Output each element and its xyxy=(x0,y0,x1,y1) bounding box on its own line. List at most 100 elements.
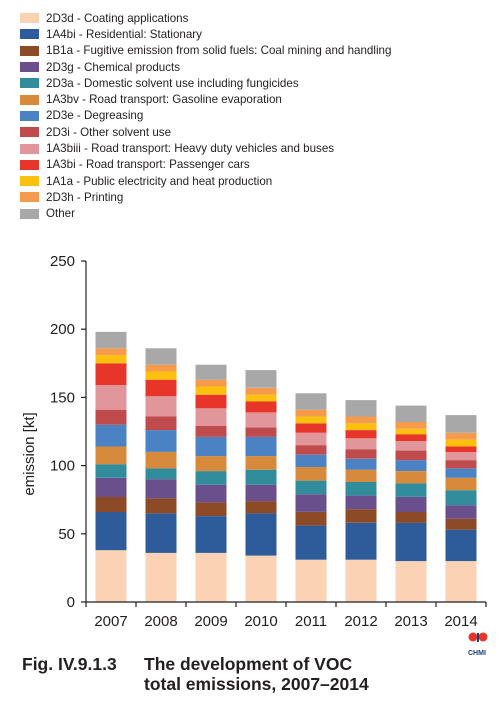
bar-segment xyxy=(145,513,177,553)
legend-label: 1A3bi - Road transport: Passenger cars xyxy=(46,158,250,172)
bar-segment xyxy=(345,416,377,424)
bar-segment xyxy=(395,471,427,484)
bar-segment xyxy=(195,408,227,426)
bar-segment xyxy=(345,469,377,482)
axes-group: 0 50 100 150 200 250 2007 2008 2009 2010 2011 2012 2… xyxy=(50,253,487,630)
bar-segment xyxy=(295,525,327,560)
x-tick-label: 2008 xyxy=(144,613,177,630)
x-tick-label: 2013 xyxy=(394,613,427,630)
bar-segment xyxy=(95,331,127,349)
bar-segment xyxy=(345,438,377,450)
legend-swatch xyxy=(20,78,39,89)
bar-segment xyxy=(445,439,477,447)
bar-segment xyxy=(145,371,177,380)
bar-segment xyxy=(445,477,477,491)
bar-segment xyxy=(245,412,277,428)
bar-segment xyxy=(145,498,177,514)
bar-segment xyxy=(245,555,277,602)
bar-segment xyxy=(195,394,227,409)
bar-segment xyxy=(445,468,477,478)
legend-item: 1A3bi - Road transport: Passenger cars xyxy=(20,157,391,173)
bar-segment xyxy=(195,437,227,457)
bar-segment xyxy=(145,552,177,602)
bar-segment xyxy=(445,452,477,461)
legend-item: 1A3biii - Road transport: Heavy duty veh… xyxy=(20,140,391,156)
bar-segment xyxy=(395,460,427,471)
bar-segment xyxy=(445,490,477,506)
logo-text: CHMI xyxy=(468,650,486,657)
bar-segment xyxy=(295,480,327,495)
bar-segment xyxy=(245,437,277,457)
legend-item: 2D3g - Chemical products xyxy=(20,59,391,75)
bar-segment xyxy=(95,348,127,356)
bar-segment xyxy=(95,464,127,478)
bars-group xyxy=(95,331,477,602)
bar-segment xyxy=(395,434,427,441)
bar-segment xyxy=(95,477,127,497)
legend-item: Other xyxy=(20,206,391,222)
bar-segment xyxy=(395,441,427,451)
legend-swatch xyxy=(20,159,39,170)
legend-label: Other xyxy=(46,207,75,221)
bar-segment xyxy=(195,552,227,602)
legend-item: 2D3e - Degreasing xyxy=(20,108,391,124)
bar-segment xyxy=(395,428,427,435)
chmi-logo xyxy=(466,630,496,660)
bar-segment xyxy=(445,561,477,602)
bar-segment xyxy=(345,400,377,417)
legend-label: 2D3g - Chemical products xyxy=(46,60,181,74)
bar-segment xyxy=(245,456,277,470)
legend-item: 2D3a - Domestic solvent use including fu… xyxy=(20,75,391,91)
legend-label: 1A4bi - Residential: Stationary xyxy=(46,27,202,41)
bar-segment xyxy=(445,529,477,562)
legend-label: 2D3i - Other solvent use xyxy=(46,125,172,139)
bar-segment xyxy=(345,430,377,439)
bar-segment xyxy=(295,423,327,433)
bar-segment xyxy=(195,364,227,380)
y-tick-label: 200 xyxy=(50,321,75,338)
bar-segment xyxy=(95,355,127,364)
caption-number: Fig. IV.9.1.3 xyxy=(22,654,117,674)
bar-segment xyxy=(145,379,177,397)
legend-swatch xyxy=(20,110,39,121)
legend-label: 2D3a - Domestic solvent use including fu… xyxy=(46,76,299,90)
bar-segment xyxy=(195,484,227,503)
chart-legend: 2D3d - Coating applications 1A4bi - Resid… xyxy=(20,10,391,222)
bar-segment xyxy=(345,482,377,496)
legend-swatch xyxy=(20,208,39,219)
legend-label: 2D3d - Coating applications xyxy=(46,11,189,25)
legend-label: 2D3h - Printing xyxy=(46,190,124,204)
bar-segment xyxy=(95,363,127,386)
bar-segment xyxy=(345,522,377,560)
y-tick-label: 250 xyxy=(50,253,75,270)
bar-segment xyxy=(245,469,277,485)
legend-label: 1A3biii - Road transport: Heavy duty veh… xyxy=(46,142,335,156)
bar-segment xyxy=(95,409,127,425)
bar-segment xyxy=(395,497,427,512)
legend-swatch xyxy=(20,45,39,56)
legend-item: 1B1a - Fugitive emission from solid fuel… xyxy=(20,43,391,59)
bar-segment xyxy=(95,446,127,465)
legend-swatch xyxy=(20,29,39,40)
x-tick-label: 2007 xyxy=(94,613,127,630)
bar-segment xyxy=(245,370,277,388)
bar-segment xyxy=(245,387,277,395)
bar-segment xyxy=(445,505,477,519)
bar-segment xyxy=(395,422,427,429)
bar-segment xyxy=(295,409,327,417)
bar-segment xyxy=(245,401,277,413)
bar-segment xyxy=(345,449,377,459)
bar-segment xyxy=(145,416,177,431)
bar-segment xyxy=(95,512,127,551)
bar-segment xyxy=(295,416,327,424)
bar-segment xyxy=(395,405,427,422)
bar-segment xyxy=(395,450,427,461)
legend-swatch xyxy=(20,143,39,154)
x-tick-label: 2011 xyxy=(295,613,327,630)
x-tick-label: 2009 xyxy=(194,613,227,630)
legend-item: 2D3i - Other solvent use xyxy=(20,124,391,140)
y-tick-label: 0 xyxy=(67,594,75,611)
bar-segment xyxy=(145,364,177,372)
figure-caption: Fig. IV.9.1.3 The development of VOC tota… xyxy=(22,654,369,694)
bar-segment xyxy=(445,432,477,440)
